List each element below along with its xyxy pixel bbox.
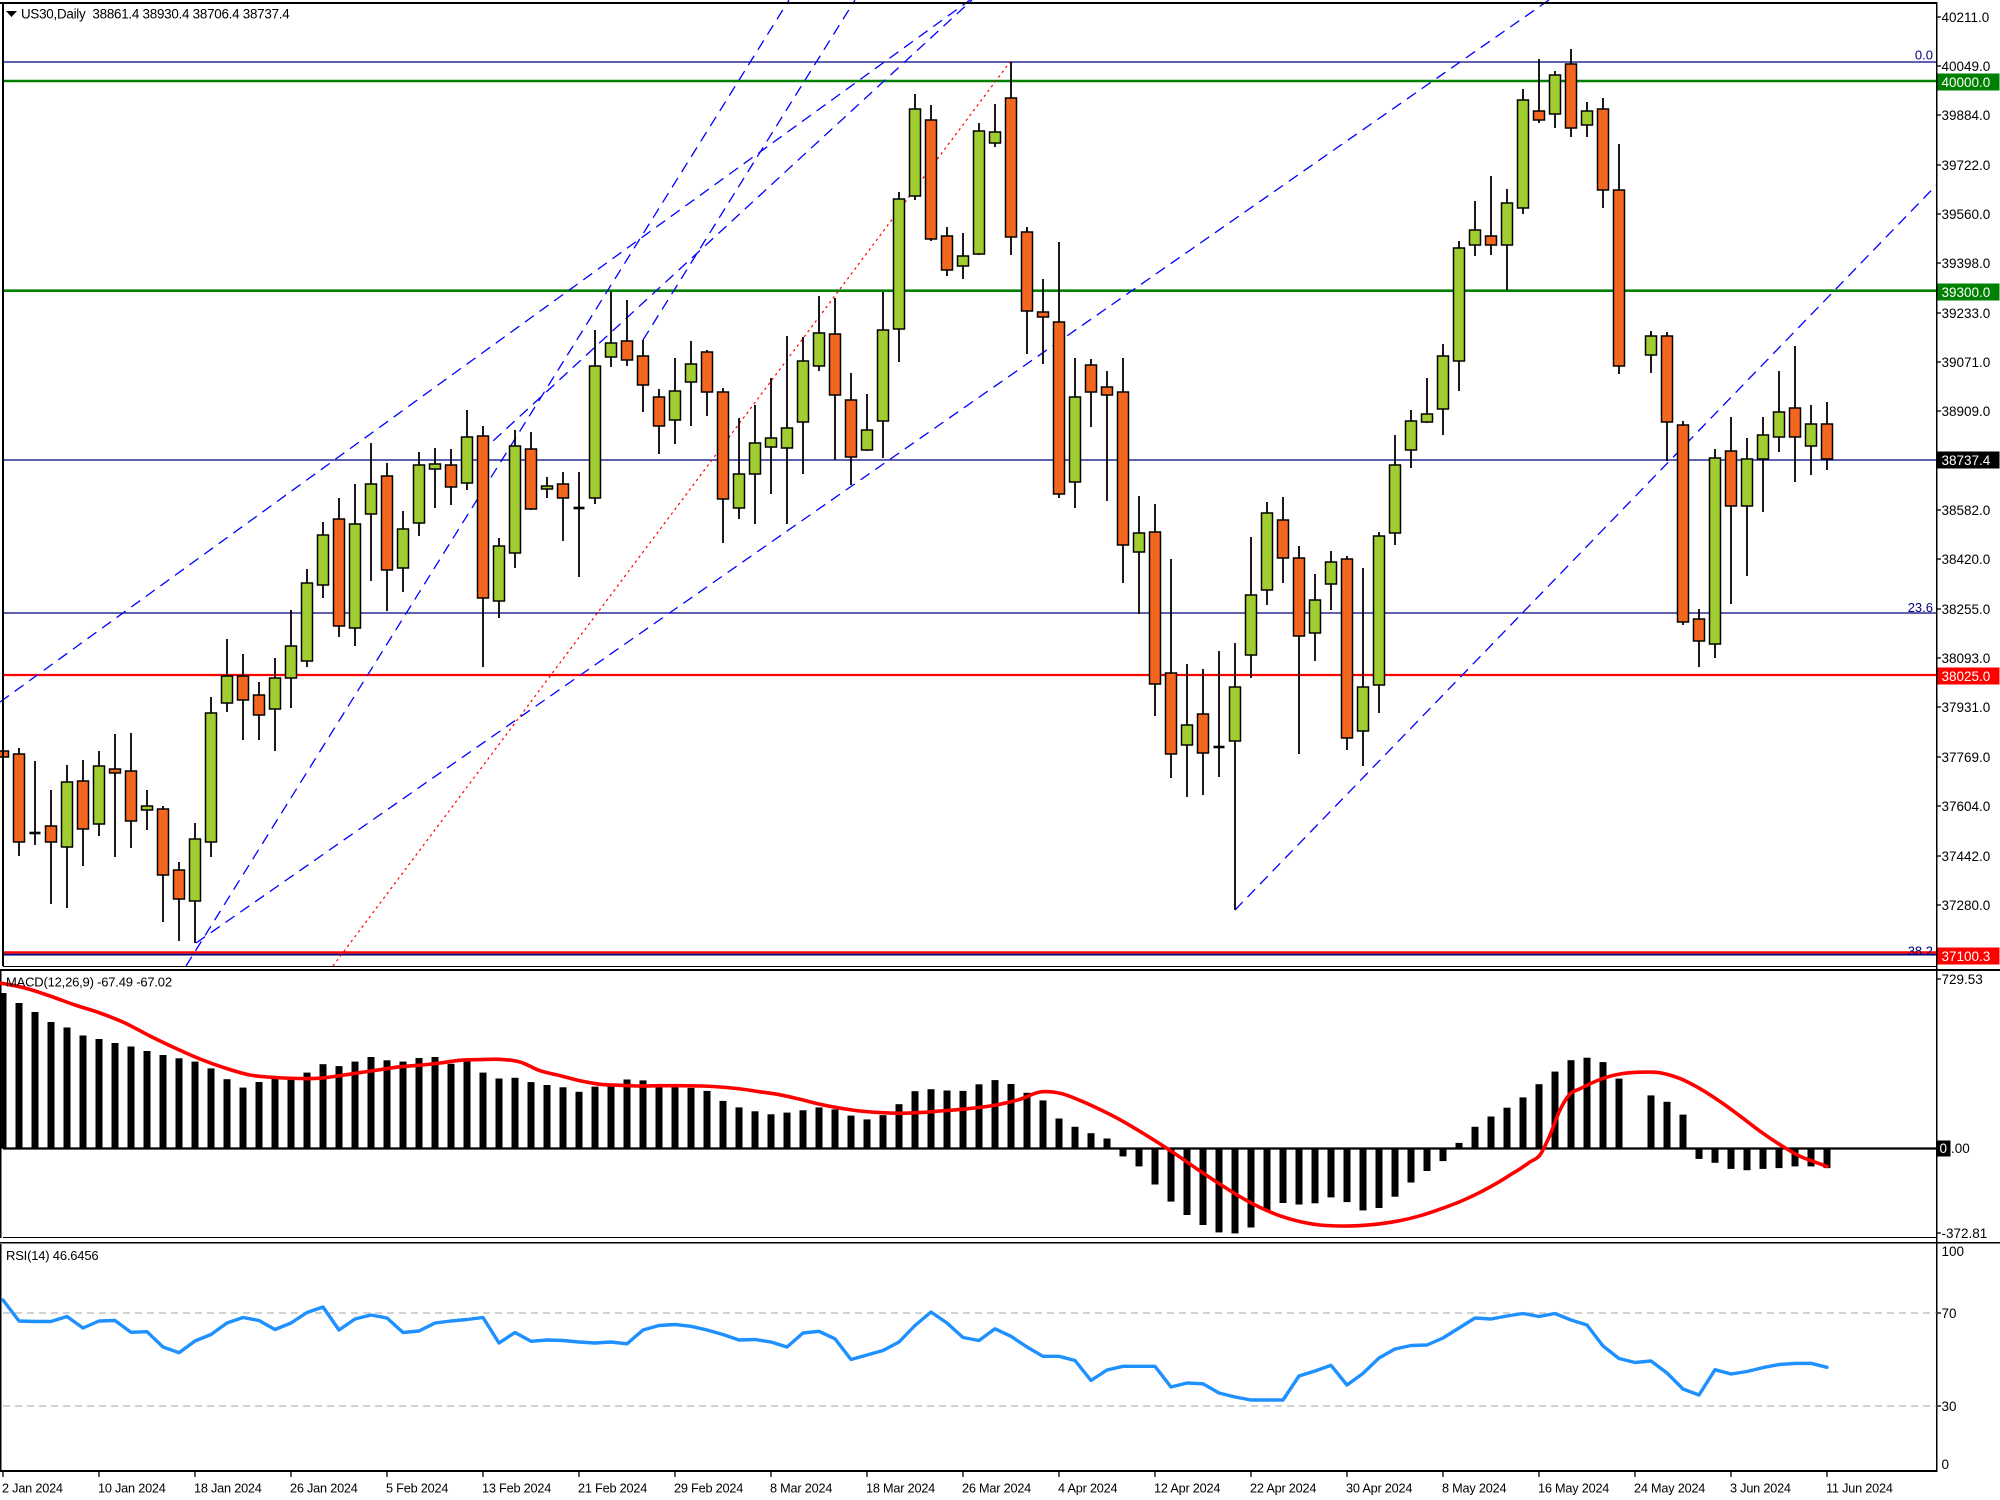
svg-text:38255.0: 38255.0 [1942, 602, 1991, 617]
svg-text:12 Apr 2024: 12 Apr 2024 [1154, 1482, 1220, 1496]
svg-text:-372.81: -372.81 [1942, 1226, 1988, 1241]
svg-text:8 May 2024: 8 May 2024 [1442, 1482, 1506, 1496]
svg-text:0: 0 [1942, 1457, 1950, 1472]
svg-text:0.0: 0.0 [1915, 47, 1933, 62]
svg-text:39300.0: 39300.0 [1942, 285, 1991, 300]
svg-text:RSI(14) 46.6456: RSI(14) 46.6456 [6, 1248, 98, 1263]
svg-text:37442.0: 37442.0 [1942, 849, 1991, 864]
svg-text:11 Jun 2024: 11 Jun 2024 [1826, 1482, 1893, 1496]
svg-text:40000.0: 40000.0 [1942, 75, 1991, 90]
svg-text:38420.0: 38420.0 [1942, 552, 1991, 567]
svg-text:10 Jan 2024: 10 Jan 2024 [98, 1482, 166, 1496]
svg-text:40211.0: 40211.0 [1942, 10, 1990, 25]
svg-text:38025.0: 38025.0 [1942, 669, 1991, 684]
svg-text:729.53: 729.53 [1942, 972, 1983, 987]
svg-text:2 Jan 2024: 2 Jan 2024 [2, 1482, 63, 1496]
svg-text:37769.0: 37769.0 [1942, 750, 1991, 765]
svg-text:39071.0: 39071.0 [1942, 355, 1991, 370]
svg-text:5 Feb 2024: 5 Feb 2024 [386, 1482, 448, 1496]
svg-text:26 Jan 2024: 26 Jan 2024 [290, 1482, 358, 1496]
svg-text:40049.0: 40049.0 [1942, 59, 1991, 74]
svg-text:26 Mar 2024: 26 Mar 2024 [962, 1482, 1031, 1496]
svg-text:38582.0: 38582.0 [1942, 503, 1991, 518]
svg-text:3 Jun 2024: 3 Jun 2024 [1730, 1482, 1791, 1496]
svg-text:22 Apr 2024: 22 Apr 2024 [1250, 1482, 1316, 1496]
svg-text:0: 0 [1940, 1141, 1948, 1156]
svg-text:8 Mar 2024: 8 Mar 2024 [770, 1482, 832, 1496]
svg-text:39560.0: 39560.0 [1942, 207, 1991, 222]
svg-text:70: 70 [1942, 1306, 1957, 1321]
svg-text:39233.0: 39233.0 [1942, 306, 1991, 321]
svg-text:37931.0: 37931.0 [1942, 700, 1991, 715]
svg-text:30 Apr 2024: 30 Apr 2024 [1346, 1482, 1412, 1496]
svg-text:US30,Daily 38861.4 38930.4 38: US30,Daily 38861.4 38930.4 38706.4 38737… [21, 7, 290, 22]
svg-text:18 Mar 2024: 18 Mar 2024 [866, 1482, 935, 1496]
svg-text:13 Feb 2024: 13 Feb 2024 [482, 1482, 551, 1496]
svg-text:23.6: 23.6 [1908, 600, 1933, 615]
svg-text:29 Feb 2024: 29 Feb 2024 [674, 1482, 743, 1496]
svg-text:39722.0: 39722.0 [1942, 158, 1991, 173]
svg-text:16 May 2024: 16 May 2024 [1538, 1482, 1609, 1496]
svg-text:30: 30 [1942, 1399, 1957, 1414]
svg-text:37604.0: 37604.0 [1942, 799, 1991, 814]
svg-text:MACD(12,26,9) -67.49 -67.02: MACD(12,26,9) -67.49 -67.02 [6, 975, 172, 990]
svg-text:37100.3: 37100.3 [1942, 949, 1991, 964]
svg-text:21 Feb 2024: 21 Feb 2024 [578, 1482, 647, 1496]
svg-text:39884.0: 39884.0 [1942, 108, 1991, 123]
svg-text:38737.4: 38737.4 [1942, 453, 1991, 468]
svg-text:24 May 2024: 24 May 2024 [1634, 1482, 1705, 1496]
svg-text:.00: .00 [1951, 1141, 1970, 1156]
svg-text:39398.0: 39398.0 [1942, 256, 1991, 271]
svg-text:38.2: 38.2 [1908, 943, 1933, 958]
svg-text:38909.0: 38909.0 [1942, 404, 1991, 419]
svg-text:4 Apr 2024: 4 Apr 2024 [1058, 1482, 1118, 1496]
svg-text:38093.0: 38093.0 [1942, 651, 1991, 666]
svg-text:100: 100 [1942, 1244, 1965, 1259]
svg-text:18 Jan 2024: 18 Jan 2024 [194, 1482, 262, 1496]
svg-text:37280.0: 37280.0 [1942, 898, 1991, 913]
